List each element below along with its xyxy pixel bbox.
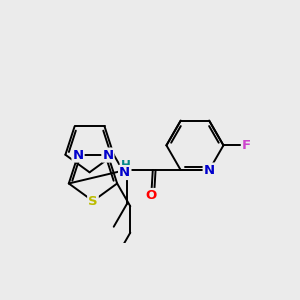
Text: N: N bbox=[73, 148, 84, 162]
Text: N: N bbox=[204, 164, 215, 176]
Text: O: O bbox=[146, 189, 157, 202]
Text: H: H bbox=[121, 159, 130, 172]
Text: N: N bbox=[102, 148, 113, 162]
Text: N: N bbox=[119, 166, 130, 179]
Text: F: F bbox=[242, 139, 251, 152]
Text: S: S bbox=[88, 194, 98, 208]
